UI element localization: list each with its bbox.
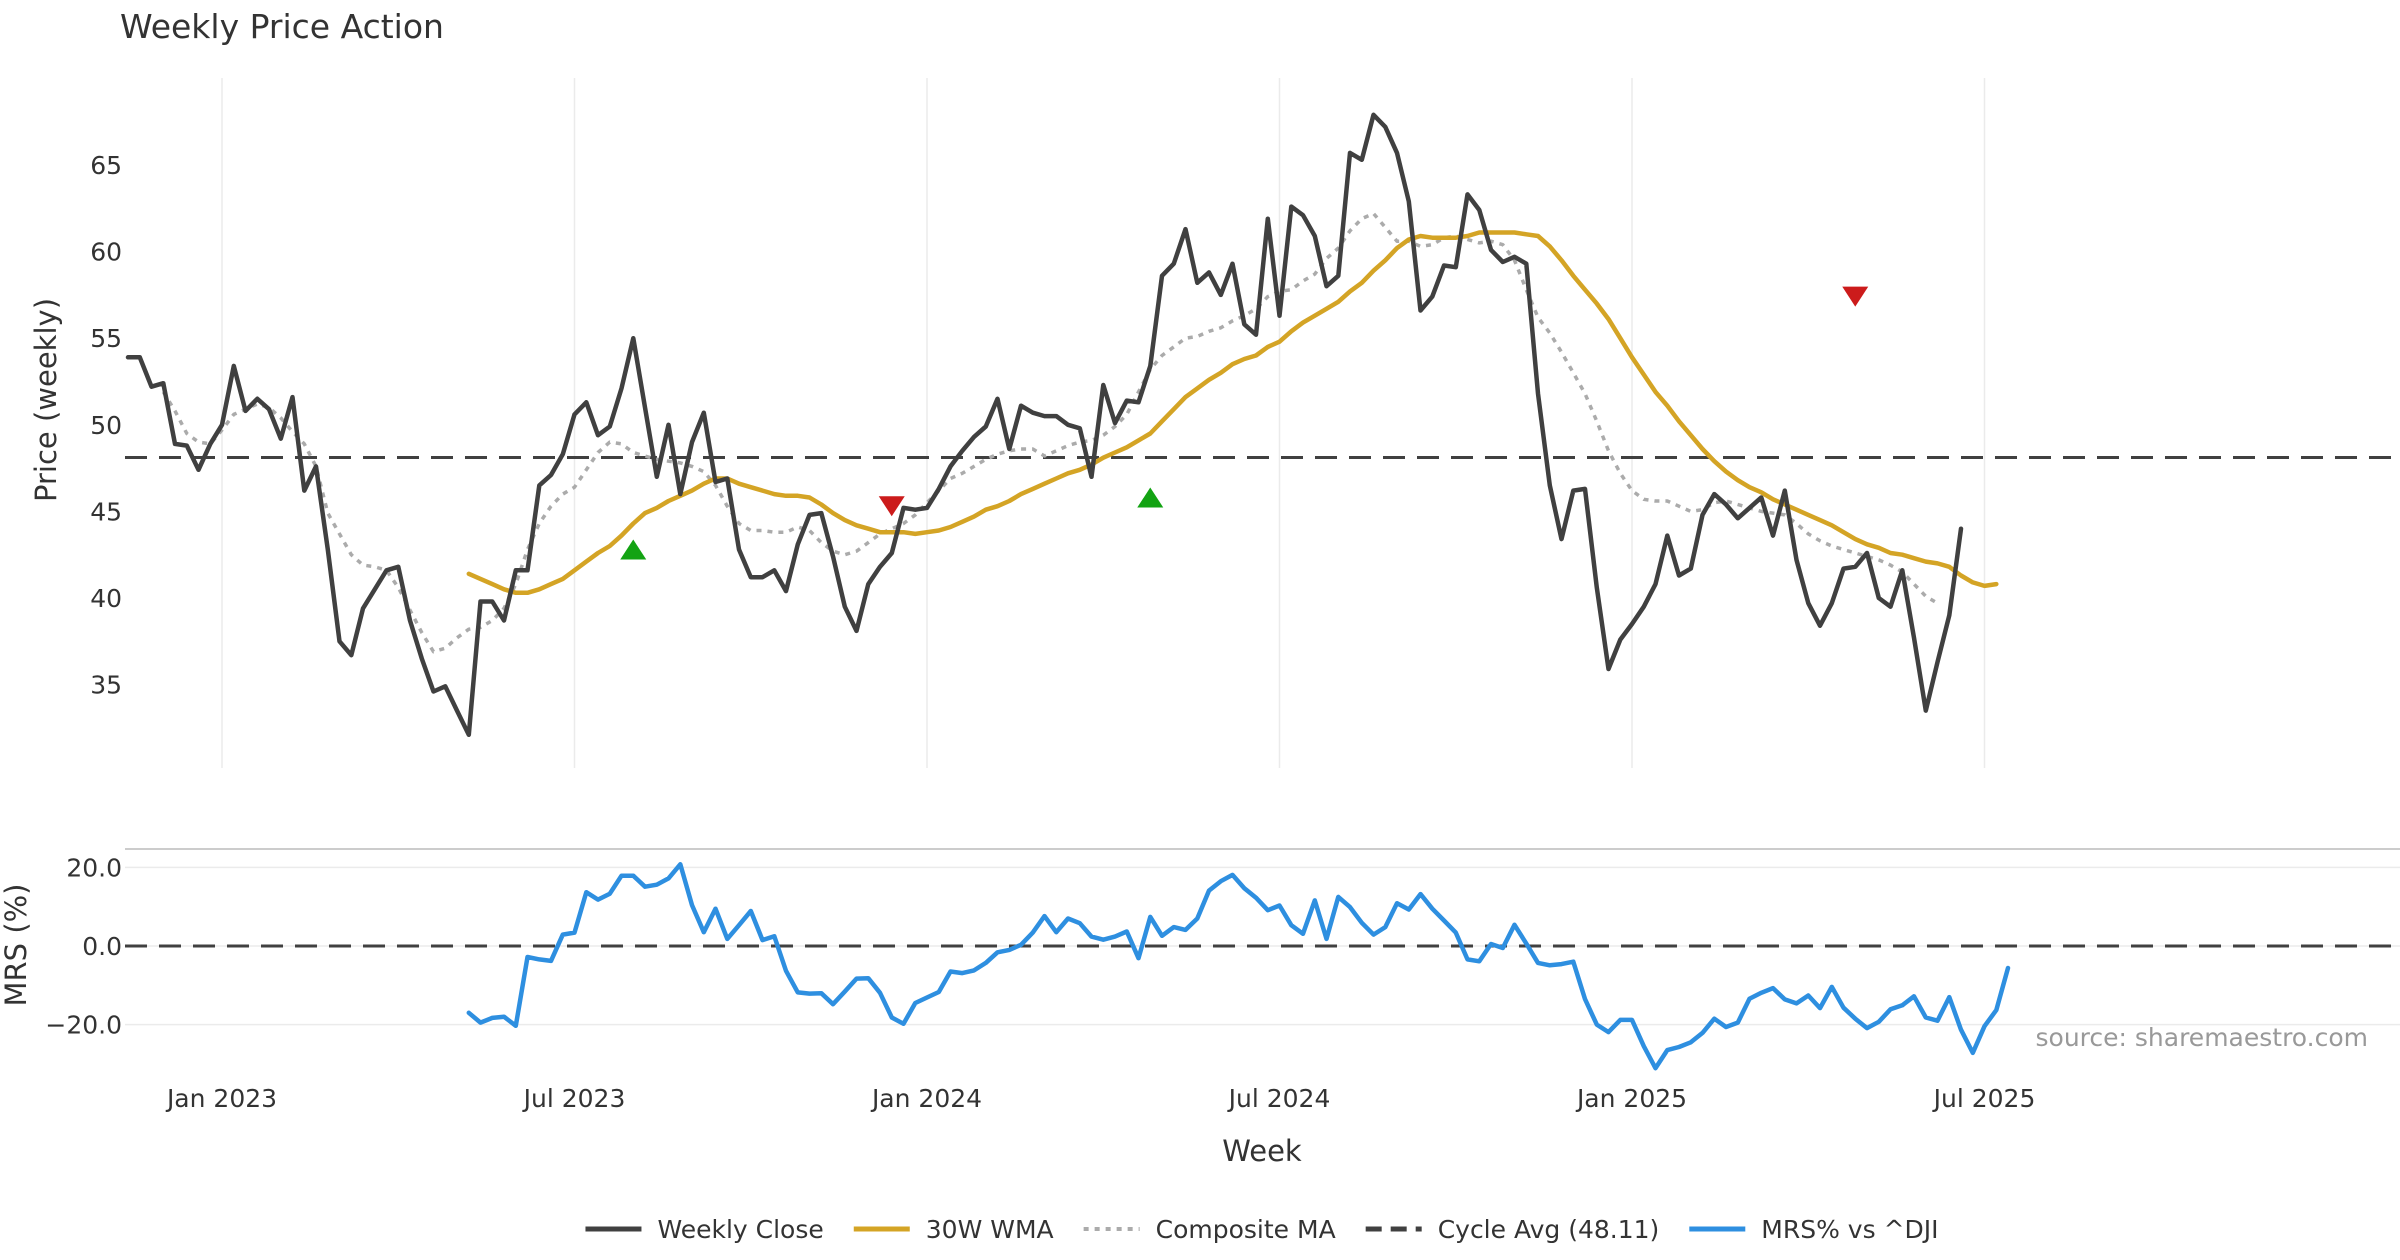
legend-label-1: 30W WMA: [926, 1215, 1054, 1244]
price-y-axis: 35 40 45 50 55 60 65: [90, 151, 122, 700]
mrs-y-tick-2: −20.0: [45, 1011, 122, 1040]
legend-item-1: 30W WMA: [853, 1215, 1054, 1244]
price-gridlines: [221, 78, 1986, 768]
legend-item-2: Composite MA: [1083, 1215, 1336, 1244]
buy-signal-marker-1: [1137, 487, 1164, 508]
x-tick-1: Jul 2023: [522, 1084, 626, 1113]
price-y-axis-label: Price (weekly): [29, 298, 63, 502]
x-tick-0: Jan 2023: [165, 1084, 277, 1113]
mrs-y-axis-label: MRS (%): [0, 884, 33, 1007]
price-series-2: [161, 211, 1939, 654]
x-tick-4: Jan 2025: [1575, 1084, 1687, 1113]
legend-item-4: MRS% vs ^DJI: [1689, 1215, 1939, 1244]
buy-signal-marker-0: [620, 539, 647, 560]
price-y-tick-50: 50: [90, 411, 122, 440]
price-panel: 35 40 45 50 55 60 65 Price (weekly): [29, 78, 2400, 768]
x-tick-2: Jan 2024: [870, 1084, 982, 1113]
source-annotation: source: sharemaestro.com: [2036, 1023, 2369, 1052]
price-y-tick-55: 55: [90, 324, 122, 353]
x-tick-5: Jul 2025: [1932, 1084, 2036, 1113]
price-y-tick-45: 45: [90, 497, 122, 526]
legend-label-0: Weekly Close: [657, 1215, 823, 1244]
price-series-group: [125, 112, 2400, 738]
price-series-0: [125, 112, 1964, 738]
mrs-series-group: [125, 862, 2400, 1071]
legend-label-2: Composite MA: [1156, 1215, 1336, 1244]
sell-signal-marker-0: [878, 496, 905, 517]
mrs-series-0: [466, 862, 2011, 1071]
price-y-tick-40: 40: [90, 584, 122, 613]
price-y-tick-60: 60: [90, 238, 122, 267]
x-axis: Jan 2023 Jul 2023 Jan 2024 Jul 2024 Jan 2025…: [165, 1084, 2035, 1113]
mrs-y-tick-0: 20.0: [66, 853, 122, 882]
x-axis-label: Week: [1222, 1134, 1302, 1168]
chart-title: Weekly Price Action: [120, 7, 444, 46]
mrs-y-tick-1: 0.0: [82, 932, 122, 961]
legend-item-3: Cycle Avg (48.11): [1365, 1215, 1660, 1244]
price-y-tick-35: 35: [90, 671, 122, 700]
mrs-panel: 20.0 0.0 −20.0 MRS (%) source: sharemaestr…: [0, 853, 2400, 1071]
signal-markers: [620, 286, 1869, 560]
price-y-tick-65: 65: [90, 151, 122, 180]
legend-label-3: Cycle Avg (48.11): [1438, 1215, 1660, 1244]
legend-item-0: Weekly Close: [585, 1215, 824, 1244]
legend-label-4: MRS% vs ^DJI: [1761, 1215, 1938, 1244]
sell-signal-marker-1: [1842, 286, 1869, 307]
mrs-y-axis: 20.0 0.0 −20.0: [45, 853, 122, 1039]
legend: Weekly Close 30W WMA Composite MA Cycle Avg…: [585, 1215, 1939, 1244]
x-tick-3: Jul 2024: [1227, 1084, 1331, 1113]
